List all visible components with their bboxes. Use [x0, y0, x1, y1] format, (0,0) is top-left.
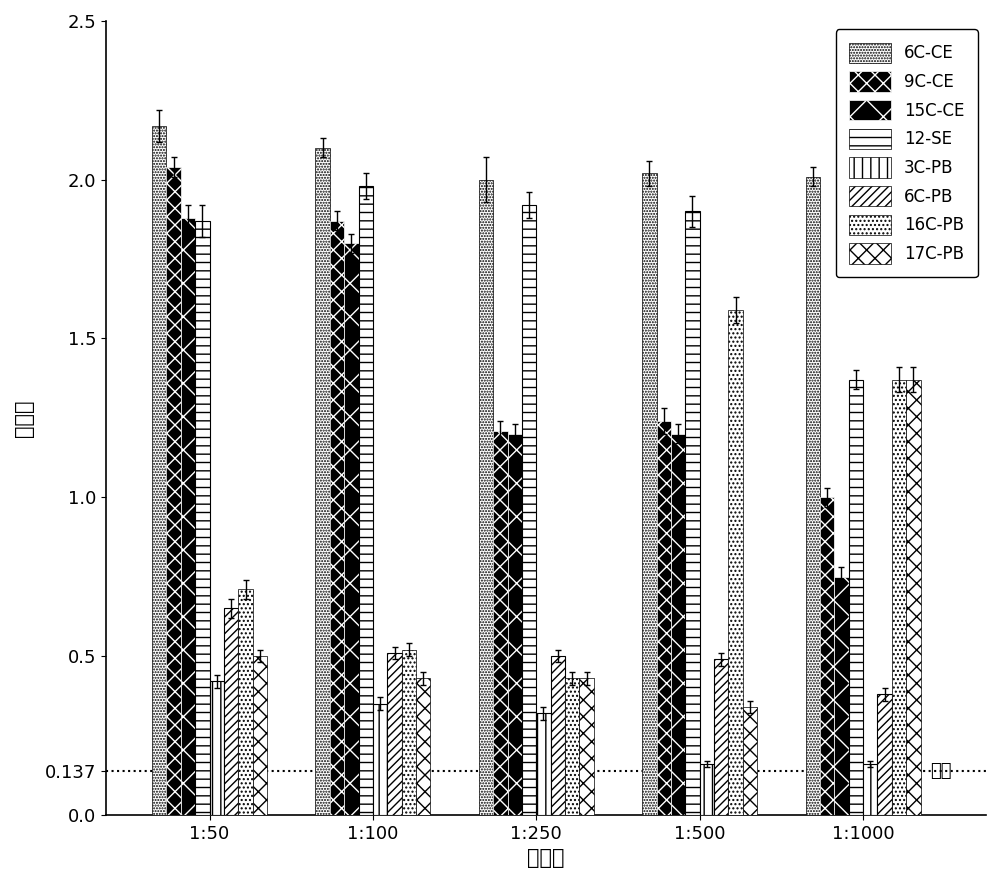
- Bar: [210, 682, 224, 815]
- Bar: [551, 656, 565, 815]
- Bar: [152, 126, 166, 815]
- Bar: [195, 221, 210, 815]
- Bar: [700, 764, 714, 815]
- Bar: [834, 577, 849, 815]
- Bar: [387, 653, 402, 815]
- Bar: [330, 221, 344, 815]
- Bar: [344, 243, 359, 815]
- Bar: [373, 704, 387, 815]
- Bar: [906, 380, 921, 815]
- Bar: [849, 380, 863, 815]
- Bar: [315, 148, 330, 815]
- Bar: [657, 421, 671, 815]
- Bar: [806, 176, 820, 815]
- Bar: [224, 609, 238, 815]
- Bar: [508, 434, 522, 815]
- Bar: [522, 206, 536, 815]
- Bar: [820, 497, 834, 815]
- Bar: [416, 678, 430, 815]
- Bar: [181, 218, 195, 815]
- Legend: 6C-CE, 9C-CE, 15C-CE, 12-SE, 3C-PB, 6C-PB, 16C-PB, 17C-PB: 6C-CE, 9C-CE, 15C-CE, 12-SE, 3C-PB, 6C-P…: [836, 29, 978, 277]
- Bar: [536, 714, 551, 815]
- Bar: [253, 656, 267, 815]
- Bar: [863, 764, 877, 815]
- Bar: [743, 706, 757, 815]
- X-axis label: 稀释度: 稀释度: [527, 848, 565, 868]
- Bar: [579, 678, 594, 815]
- Bar: [642, 174, 657, 815]
- Bar: [166, 167, 181, 815]
- Bar: [359, 186, 373, 815]
- Bar: [877, 694, 892, 815]
- Bar: [685, 212, 700, 815]
- Text: 空白: 空白: [930, 762, 952, 781]
- Bar: [493, 430, 508, 815]
- Bar: [238, 589, 253, 815]
- Bar: [714, 659, 728, 815]
- Bar: [479, 180, 493, 815]
- Y-axis label: 吸光度: 吸光度: [14, 400, 34, 437]
- Bar: [728, 310, 743, 815]
- Bar: [402, 650, 416, 815]
- Bar: [892, 380, 906, 815]
- Bar: [671, 434, 685, 815]
- Bar: [565, 678, 579, 815]
